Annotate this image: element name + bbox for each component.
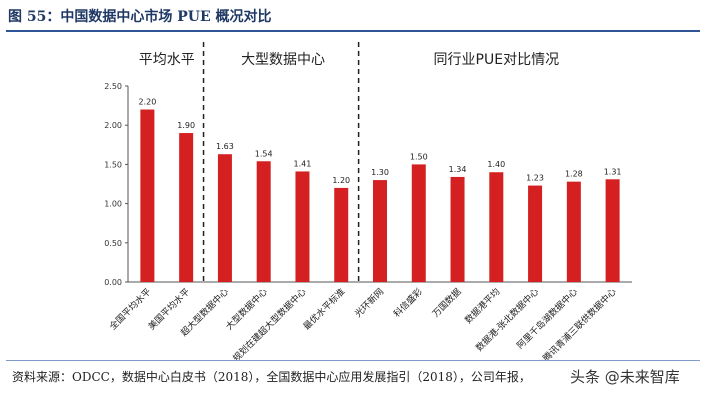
pue-bar-chart: 0.00 0.50 1.00 1.50 2.00 2.50 平均水平 大型数据中心 同行业PUE… [104,42,632,360]
data-label: 1.28 [565,170,583,179]
y-tick-label: 2.00 [104,121,122,130]
category-label: 科信盛彩 [391,286,425,320]
group-label: 平均水平 [139,52,195,68]
bar [450,176,465,282]
y-tick-label: 1.00 [104,200,122,209]
data-label: 1.63 [216,142,234,151]
data-label: 1.31 [604,167,622,176]
group-label: 同行业PUE对比情况 [434,52,560,68]
source-rule [6,360,700,361]
category-label: 光环新网 [352,286,386,320]
y-tick-label: 2.50 [104,82,122,91]
bar [295,171,310,282]
data-label: 1.40 [487,160,505,169]
title-rule [6,30,700,32]
bar [411,164,426,282]
data-label: 1.30 [371,168,389,177]
category-label: 腾讯青浦三联供数据中心 [540,286,618,360]
data-label: 1.54 [255,149,273,158]
group-label: 大型数据中心 [241,52,325,68]
bar [179,133,194,282]
data-label: 1.50 [410,152,428,161]
bar [373,180,387,282]
watermark-text: 头条 @未来智库 [570,368,680,386]
figure-title: 图 55：中国数据中心市场 PUE 概况对比 [8,9,272,25]
data-label: 1.41 [294,159,312,168]
bar [334,187,349,282]
y-tick-label: 1.50 [104,160,122,169]
data-label: 1.20 [332,176,350,185]
category-label: 万国数据 [430,286,464,320]
bar [217,154,232,282]
category-label: 数据港-张北数据中心 [473,286,541,354]
y-tick-label: 0.00 [104,278,122,287]
data-label: 2.20 [138,98,156,107]
category-label: 最优水平标准 [301,286,348,333]
source-note: 资料来源：ODCC，数据中心白皮书（2018），全国数据中心应用发展指引（201… [12,370,531,384]
bar [566,181,581,282]
data-label: 1.23 [526,174,544,183]
data-label: 1.34 [449,165,467,174]
bar [256,161,271,282]
category-label: 数据港平均 [462,286,502,326]
bar [528,185,543,282]
bar [489,172,504,282]
bar [605,179,620,282]
y-tick-label: 0.50 [104,239,122,248]
category-label: 规划在建超大型数据中心 [230,286,308,360]
data-label: 1.90 [177,121,195,130]
bar [140,109,155,283]
